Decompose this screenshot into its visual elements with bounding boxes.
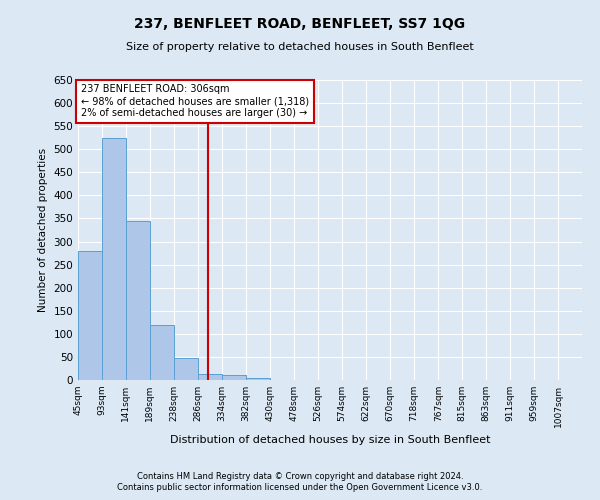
Bar	[102, 138, 126, 380]
Text: Contains public sector information licensed under the Open Government Licence v3: Contains public sector information licen…	[118, 484, 482, 492]
Text: Contains HM Land Registry data © Crown copyright and database right 2024.: Contains HM Land Registry data © Crown c…	[137, 472, 463, 481]
Text: 237 BENFLEET ROAD: 306sqm
← 98% of detached houses are smaller (1,318)
2% of sem: 237 BENFLEET ROAD: 306sqm ← 98% of detac…	[80, 84, 308, 117]
Bar	[222, 376, 246, 380]
Text: 237, BENFLEET ROAD, BENFLEET, SS7 1QG: 237, BENFLEET ROAD, BENFLEET, SS7 1QG	[134, 18, 466, 32]
Y-axis label: Number of detached properties: Number of detached properties	[38, 148, 48, 312]
Bar	[78, 251, 102, 380]
Text: Size of property relative to detached houses in South Benfleet: Size of property relative to detached ho…	[126, 42, 474, 52]
Bar	[175, 358, 198, 380]
Bar	[150, 324, 175, 380]
Bar	[246, 378, 270, 380]
X-axis label: Distribution of detached houses by size in South Benfleet: Distribution of detached houses by size …	[170, 436, 490, 446]
Bar	[198, 374, 222, 380]
Bar	[126, 221, 150, 380]
